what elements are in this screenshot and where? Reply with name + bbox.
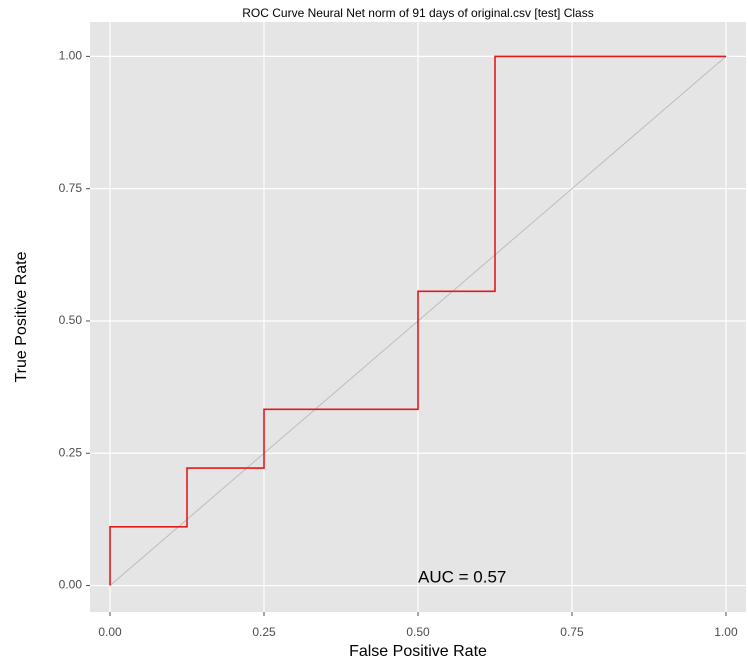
y-tick-label: 0.25 xyxy=(59,445,83,459)
x-tick-label: 0.75 xyxy=(560,625,584,639)
y-tick-label: 0.75 xyxy=(59,181,83,195)
y-tick-label: 1.00 xyxy=(59,49,83,63)
y-tick-label: 0.50 xyxy=(59,313,83,327)
roc-line xyxy=(109,55,726,586)
x-tick-label: 0.50 xyxy=(406,625,430,639)
y-tick-label: 0.00 xyxy=(59,578,83,592)
x-tick-label: 1.00 xyxy=(714,625,738,639)
x-tick-label: 0.00 xyxy=(98,625,122,639)
x-axis-label: False Positive Rate xyxy=(349,643,487,660)
y-axis-label: True Positive Rate xyxy=(13,251,30,382)
chart-title: ROC Curve Neural Net norm of 91 days of … xyxy=(242,6,593,20)
x-tick-label: 0.25 xyxy=(252,625,276,639)
annotation: AUC = 0.57 xyxy=(418,567,506,586)
marks xyxy=(109,55,727,586)
